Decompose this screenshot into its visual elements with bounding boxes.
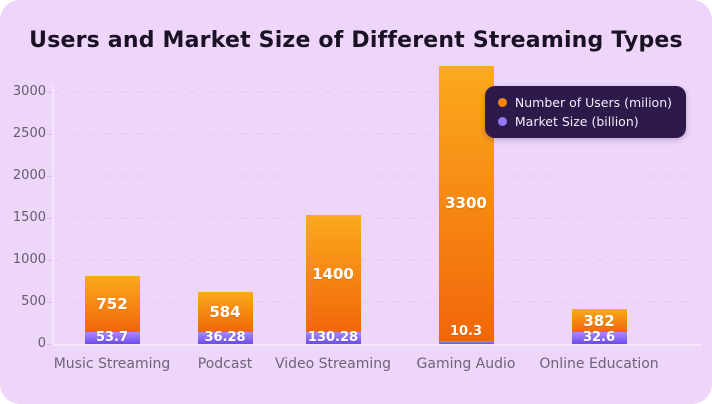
x-axis-label-online-education: Online Education <box>539 356 659 372</box>
bar-value-users-podcast: 584 <box>209 302 241 321</box>
bar-segment-market-online-education <box>571 332 627 344</box>
gridline <box>52 301 698 303</box>
bar-segment-users-video-streaming <box>305 215 361 332</box>
gridline <box>52 91 698 93</box>
y-axis-tick-label: 500 <box>21 294 46 309</box>
market-series-dot-icon <box>497 117 507 126</box>
bar-segment-users-music-streaming <box>84 276 140 332</box>
x-axis-label-gaming-audio: Gaming Audio <box>416 356 516 372</box>
x-axis-line <box>52 344 702 346</box>
x-axis-label-video-streaming: Video Streaming <box>275 356 391 372</box>
bar-value-market-video-streaming: 130.28 <box>307 330 359 345</box>
bar-segment-market-video-streaming <box>305 332 361 344</box>
bar-value-users-video-streaming: 1400 <box>312 264 354 283</box>
chart-title: Users and Market Size of Different Strea… <box>29 28 683 53</box>
y-axis-line <box>52 86 54 344</box>
gridline <box>52 217 698 219</box>
y-axis-tick <box>47 260 52 261</box>
bar-segment-users-podcast <box>197 291 253 332</box>
bar-value-market-gaming-audio: 10.3 <box>449 323 483 339</box>
y-axis-tick-label: 2500 <box>12 126 46 141</box>
y-axis-tick <box>47 302 52 303</box>
bar-segment-market-podcast <box>197 332 253 344</box>
legend-item-market[interactable]: Market Size (billion) <box>497 114 672 129</box>
x-axis-label-music-streaming: Music Streaming <box>53 356 171 372</box>
y-axis-tick <box>47 344 52 345</box>
bar-segment-market-music-streaming <box>84 332 140 344</box>
gridline <box>52 259 698 261</box>
gridline <box>52 133 698 135</box>
y-axis-tick-label: 2000 <box>12 168 46 183</box>
legend: Number of Users (milion) Market Size (bi… <box>484 86 686 138</box>
bar-value-users-music-streaming: 752 <box>96 295 128 314</box>
bar-value-users-gaming-audio: 3300 <box>445 194 487 213</box>
y-axis-tick <box>47 92 52 93</box>
y-axis-tick <box>47 218 52 219</box>
y-axis-tick-label: 3000 <box>12 84 46 99</box>
users-series-dot-icon <box>497 98 507 107</box>
bar-segment-users-gaming-audio <box>438 65 494 341</box>
bar-segment-market-gaming-audio <box>438 341 494 344</box>
y-axis-tick-label: 1500 <box>12 210 46 225</box>
bar-value-market-online-education: 32.6 <box>582 330 616 345</box>
gridline <box>52 175 698 177</box>
y-axis-tick-label: 0 <box>37 336 46 351</box>
y-axis-tick-label: 1000 <box>12 252 46 267</box>
legend-item-users[interactable]: Number of Users (milion) <box>497 95 672 110</box>
x-axis-label-podcast: Podcast <box>197 356 253 372</box>
y-axis-tick <box>47 134 52 135</box>
bar-value-users-online-education: 382 <box>583 311 615 330</box>
y-axis-tick <box>47 176 52 177</box>
bar-value-market-music-streaming: 53.7 <box>95 330 129 345</box>
legend-label-market: Market Size (billion) <box>514 114 639 129</box>
bar-segment-users-online-education <box>571 309 627 332</box>
bar-value-market-podcast: 36.28 <box>204 330 246 345</box>
legend-label-users: Number of Users (milion) <box>514 95 672 110</box>
